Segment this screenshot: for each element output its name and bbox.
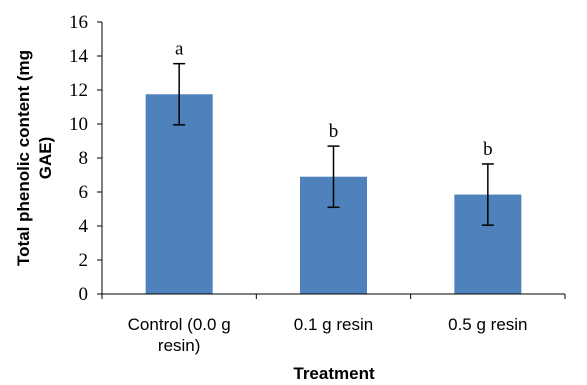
data-label-2: b [329, 121, 339, 142]
y-axis-title: Total phenolic content (mg GAE) [14, 50, 55, 266]
x-category-label-2: 0.1 g resin [294, 315, 373, 334]
x-category-label-3: 0.5 g resin [448, 315, 527, 334]
y-tick-label-12: 12 [69, 80, 88, 101]
y-tick-label-10: 10 [69, 114, 88, 135]
y-axis-title-text: Total phenolic content (mg GAE) [14, 50, 55, 266]
x-category-label-1: Control (0.0 g resin) [128, 315, 231, 355]
y-tick-label-2: 2 [79, 250, 89, 271]
y-tick-label-6: 6 [79, 182, 89, 203]
plot-area: a b b 0 2 4 6 8 10 12 14 16 Control (0.0 g resin) 0.1 … [69, 12, 566, 355]
x-axis-title: Treatment [293, 364, 375, 383]
y-tick-label-4: 4 [79, 216, 89, 237]
bar-1 [145, 94, 213, 294]
y-tick-label-8: 8 [79, 148, 89, 169]
y-tick-label-16: 16 [69, 12, 88, 33]
data-label-1: a [175, 39, 184, 60]
y-tick-label-14: 14 [69, 46, 89, 67]
y-tick-label-0: 0 [79, 284, 89, 305]
data-label-3: b [483, 139, 493, 160]
